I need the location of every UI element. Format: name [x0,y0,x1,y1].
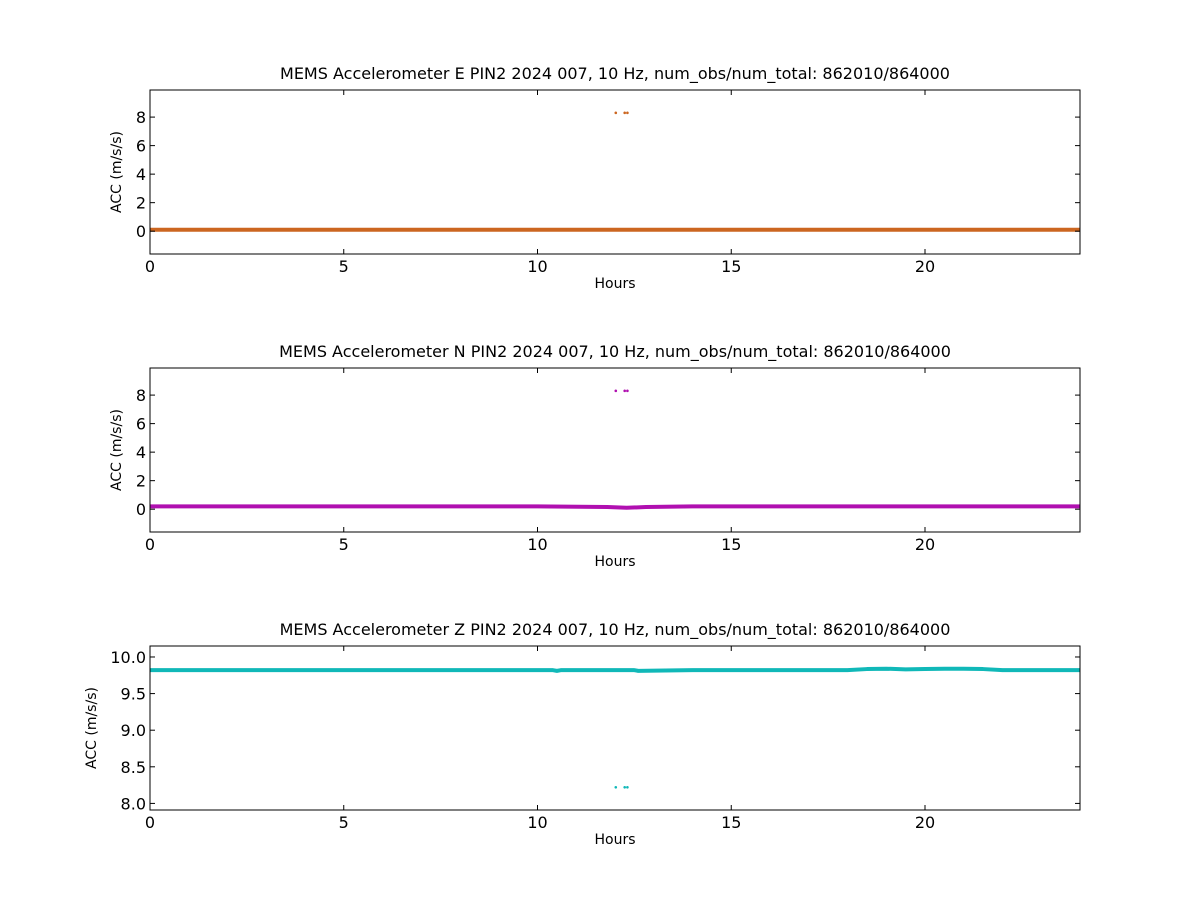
y-tick-label: 8 [136,386,146,405]
x-tick-label: 0 [145,257,155,276]
x-axis-label: Hours [594,276,635,292]
x-tick-label: 10 [527,257,547,276]
x-tick-label: 5 [339,813,349,832]
axes-frame [149,645,1081,811]
y-tick-label: 9.0 [121,721,146,740]
x-tick-label: 15 [721,257,741,276]
chart-title: MEMS Accelerometer E PIN2 2024 007, 10 H… [280,64,950,84]
data-point [626,786,629,789]
y-tick-label: 6 [136,415,146,434]
data-point [623,111,626,115]
axes-frame [149,89,1081,255]
series-line [150,666,1080,673]
data-point [626,111,629,115]
x-tick-label: 20 [915,535,935,554]
x-axis-label: Hours [594,554,635,570]
chart-title: MEMS Accelerometer N PIN2 2024 007, 10 H… [279,342,951,362]
x-tick-label: 10 [527,535,547,554]
x-tick-label: 5 [339,257,349,276]
data-point [623,786,626,789]
x-tick-label: 0 [145,813,155,832]
y-tick-label: 9.5 [121,685,146,704]
y-tick-label: 8 [136,108,146,127]
series-line [150,504,1080,510]
chart-panel: MEMS Accelerometer Z PIN2 2024 007, 10 H… [84,620,1081,848]
y-tick-label: 4 [136,443,146,462]
y-tick-label: 2 [136,472,146,491]
y-tick-label: 2 [136,194,146,213]
chart-panel: MEMS Accelerometer E PIN2 2024 007, 10 H… [109,64,1081,292]
y-tick-label: 10.0 [110,648,146,667]
x-axis-label: Hours [594,832,635,848]
data-point [614,389,618,393]
x-tick-label: 15 [721,813,741,832]
y-tick-label: 8.0 [121,794,146,813]
y-axis-label: ACC (m/s/s) [84,687,100,769]
data-point [614,786,618,789]
x-tick-label: 0 [145,535,155,554]
data-point [626,389,629,393]
data-point [614,111,618,115]
x-tick-label: 5 [339,535,349,554]
chart-panel: MEMS Accelerometer N PIN2 2024 007, 10 H… [109,342,1081,570]
x-tick-label: 15 [721,535,741,554]
x-tick-label: 20 [915,257,935,276]
y-axis-label: ACC (m/s/s) [109,131,125,213]
x-tick-label: 20 [915,813,935,832]
y-tick-label: 0 [136,500,146,519]
y-tick-label: 0 [136,222,146,241]
axes-frame [149,367,1081,533]
x-tick-label: 10 [527,813,547,832]
data-point [623,389,626,393]
chart-title: MEMS Accelerometer Z PIN2 2024 007, 10 H… [280,620,951,640]
y-tick-label: 8.5 [121,758,146,777]
y-axis-label: ACC (m/s/s) [109,409,125,491]
y-tick-label: 4 [136,165,146,184]
y-tick-label: 6 [136,137,146,156]
